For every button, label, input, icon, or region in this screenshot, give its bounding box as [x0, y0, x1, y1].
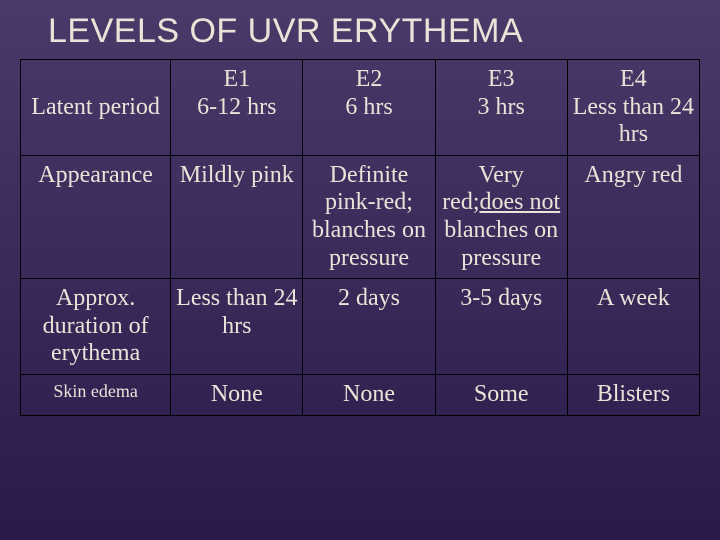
appearance-row: AppearanceMildly pinkDefinite pink-red; … — [21, 155, 700, 278]
edema-e1: None — [171, 374, 303, 415]
col-e1: E16-12 hrs — [171, 60, 303, 156]
appearance-e2: Definite pink-red; blanches on pressure — [303, 155, 435, 278]
header-latent-row: Latent periodE16-12 hrsE26 hrsE33 hrsE4L… — [21, 60, 700, 156]
duration-e2: 2 days — [303, 279, 435, 375]
appearance-e4: Angry red — [567, 155, 699, 278]
slide-title: LEVELS OF UVR ERYTHEMA — [48, 12, 700, 51]
duration-row: Approx. duration of erythemaLess than 24… — [21, 279, 700, 375]
appearance-label: Appearance — [21, 155, 171, 278]
appearance-e1: Mildly pink — [171, 155, 303, 278]
edema-e4: Blisters — [567, 374, 699, 415]
col-e3: E33 hrs — [435, 60, 567, 156]
edema-row: Skin edemaNoneNoneSomeBlisters — [21, 374, 700, 415]
duration-label: Approx. duration of erythema — [21, 279, 171, 375]
duration-e4: A week — [567, 279, 699, 375]
duration-e1: Less than 24 hrs — [171, 279, 303, 375]
edema-e2: None — [303, 374, 435, 415]
latent-label: Latent period — [21, 60, 171, 156]
appearance-e3: Very red;does not blanches on pressure — [435, 155, 567, 278]
erythema-table: Latent periodE16-12 hrsE26 hrsE33 hrsE4L… — [20, 59, 700, 416]
col-e2: E26 hrs — [303, 60, 435, 156]
edema-label: Skin edema — [21, 374, 171, 415]
col-e4: E4Less than 24 hrs — [567, 60, 699, 156]
duration-e3: 3-5 days — [435, 279, 567, 375]
edema-e3: Some — [435, 374, 567, 415]
